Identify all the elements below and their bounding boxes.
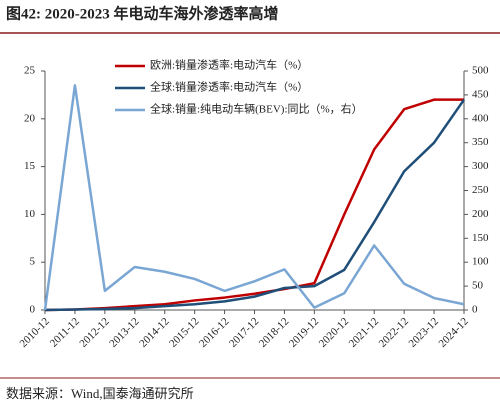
series-line bbox=[43, 84, 465, 311]
y-tick-label: 25 bbox=[24, 65, 36, 77]
x-tick-label: 2017-12 bbox=[227, 315, 261, 349]
series-line bbox=[44, 98, 466, 312]
x-tick-label: 2018-12 bbox=[257, 315, 291, 349]
x-tick-label: 2015-12 bbox=[167, 315, 201, 349]
legend-label: 全球:销量:纯电动车辆(BEV):同比（%，右） bbox=[150, 102, 363, 116]
y2-tick-label: 300 bbox=[472, 160, 489, 172]
y-tick-label: 15 bbox=[24, 160, 36, 172]
x-tick-label: 2024-12 bbox=[436, 315, 470, 349]
y-tick-label: 0 bbox=[30, 304, 36, 316]
y-tick-label: 20 bbox=[24, 112, 36, 124]
x-tick-label: 2012-12 bbox=[77, 315, 111, 349]
legend-label: 欧洲:销量渗透率:电动汽车（%） bbox=[150, 58, 308, 72]
y2-tick-label: 150 bbox=[472, 232, 489, 244]
series-line bbox=[44, 98, 464, 312]
x-tick-label: 2019-12 bbox=[287, 315, 321, 349]
y2-tick-label: 50 bbox=[472, 280, 484, 292]
x-tick-label: 2022-12 bbox=[377, 315, 411, 349]
x-tick-label: 2023-12 bbox=[407, 315, 441, 349]
y2-tick-label: 200 bbox=[472, 208, 489, 220]
legend-label: 全球:销量渗透率:电动汽车（%） bbox=[150, 80, 308, 94]
y-tick-label: 10 bbox=[24, 208, 36, 220]
x-tick-label: 2011-12 bbox=[48, 315, 82, 349]
y2-tick-label: 500 bbox=[472, 65, 489, 77]
y2-tick-label: 400 bbox=[472, 112, 489, 124]
x-tick-label: 2016-12 bbox=[197, 315, 231, 349]
x-tick-label: 2020-12 bbox=[317, 315, 351, 349]
y2-tick-label: 100 bbox=[472, 256, 489, 268]
y2-tick-label: 450 bbox=[472, 88, 489, 100]
x-tick-label: 2010-12 bbox=[17, 315, 51, 349]
y2-tick-label: 0 bbox=[472, 304, 478, 316]
source-note: 数据来源：Wind,国泰海通研究所 bbox=[6, 386, 194, 401]
x-tick-label: 2013-12 bbox=[107, 315, 141, 349]
chart-title: 图42: 2020-2023 年电动车海外渗透率高增 bbox=[6, 4, 279, 22]
x-tick-label: 2021-12 bbox=[347, 315, 381, 349]
x-tick-label: 2014-12 bbox=[137, 315, 171, 349]
y2-tick-label: 250 bbox=[472, 184, 489, 196]
y2-tick-label: 350 bbox=[472, 136, 489, 148]
y-tick-label: 5 bbox=[30, 256, 36, 268]
